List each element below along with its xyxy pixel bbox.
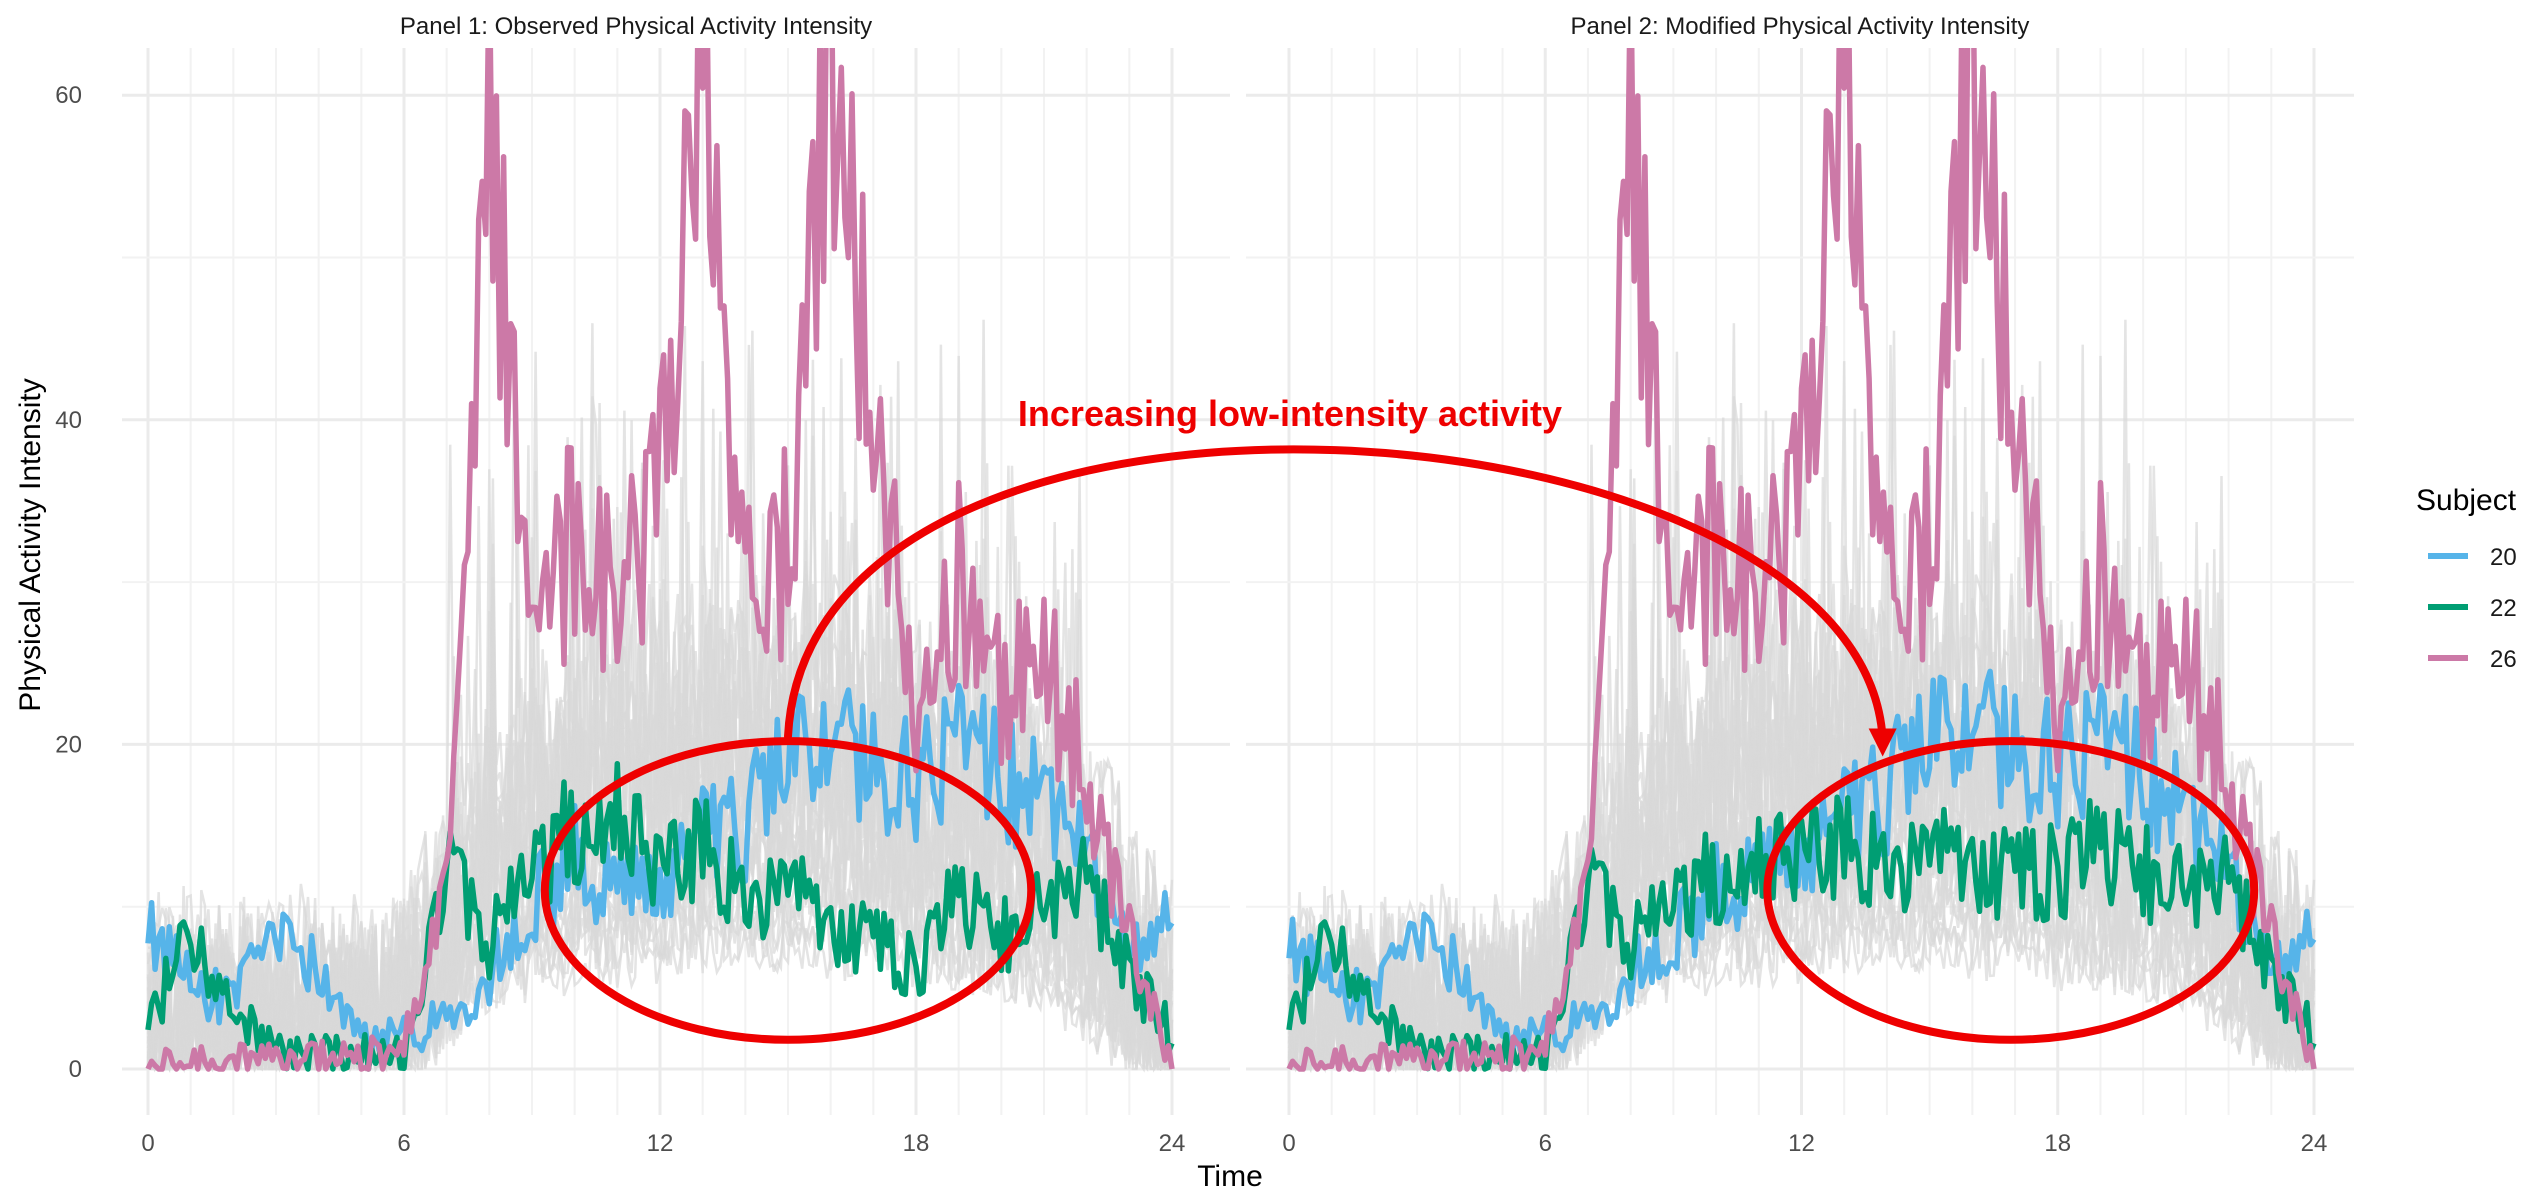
subject-26-line [145,48,1175,1072]
x-tick-label: 18 [2044,1130,2071,1157]
y-tick-label: 0 [69,1056,82,1083]
y-tick-label: 40 [55,407,82,434]
annotation-ellipse-2 [1763,737,2259,1044]
legend-label-20: 20 [2490,544,2517,571]
y-tick-label: 60 [55,82,82,109]
panel-1-x-ticks: 0 6 12 18 24 [141,1130,1185,1157]
panel-2-title: Panel 2: Modified Physical Activity Inte… [1571,13,2030,40]
panel-2-x-ticks: 0 6 12 18 24 [1282,1130,2327,1157]
panel-1-title: Panel 1: Observed Physical Activity Inte… [400,13,872,40]
y-axis-title: Physical Activity Intensity [14,378,47,711]
annotation-arrowhead-1 [1868,728,1897,757]
y-tick-label: 20 [55,731,82,758]
legend-label-26: 26 [2490,646,2517,673]
x-tick-label: 24 [1159,1130,1186,1157]
x-tick-label: 0 [1282,1130,1295,1157]
panel-observed: Panel 1: Observed Physical Activity Inte… [122,13,1230,1157]
legend: Subject 20 22 26 [2416,484,2517,673]
x-tick-label: 6 [397,1130,410,1157]
annotation-text: Increasing low-intensity activity [1018,393,1562,434]
panel-modified: Panel 2: Modified Physical Activity Inte… [1246,13,2354,1157]
annotation: Increasing low-intensity activity [540,393,2259,1044]
legend-label-22: 22 [2490,595,2517,622]
x-tick-label: 12 [1788,1130,1815,1157]
x-tick-label: 12 [647,1130,674,1157]
x-tick-label: 6 [1539,1130,1552,1157]
x-axis-title: Time [1197,1160,1263,1193]
annotation-ellipse-1 [540,737,1036,1044]
x-tick-label: 0 [141,1130,154,1157]
x-tick-label: 18 [903,1130,930,1157]
annotation-arrow-1 [784,445,1887,743]
y-axis-tick-labels: 0 20 40 60 [55,82,82,1083]
legend-title: Subject [2416,484,2517,517]
x-tick-label: 24 [2301,1130,2328,1157]
